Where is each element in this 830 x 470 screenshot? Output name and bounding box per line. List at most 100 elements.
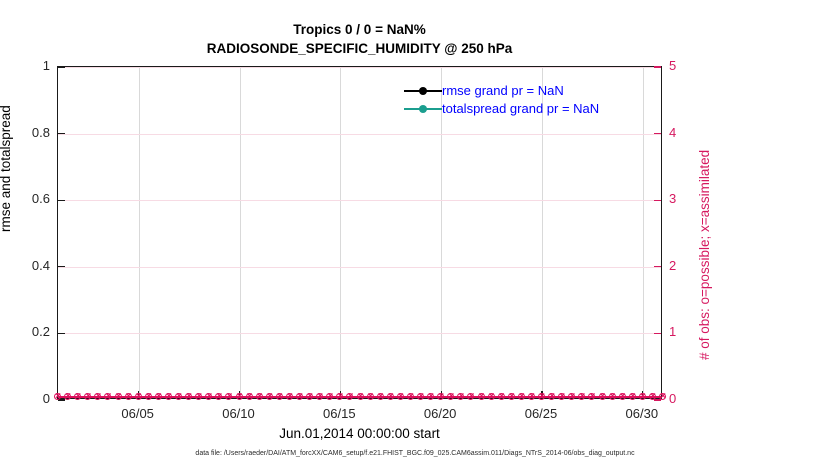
obs-possible-marker <box>326 393 334 401</box>
y-axis-left-tick-label: 0.6 <box>31 191 50 207</box>
obs-assimilated-marker: × <box>205 391 213 401</box>
cross-icon: × <box>589 390 596 402</box>
x-axis-tick-label: 06/05 <box>121 406 154 421</box>
obs-assimilated-marker: × <box>619 390 627 402</box>
obs-possible-marker <box>275 393 284 401</box>
cross-icon: × <box>357 390 364 402</box>
cross-icon: × <box>478 390 485 402</box>
obs-possible-marker <box>74 393 82 401</box>
cross-icon: × <box>196 390 203 402</box>
horizontal-gridline <box>58 333 661 335</box>
cross-icon: × <box>528 390 535 402</box>
circle-icon <box>457 393 465 400</box>
circle-icon <box>104 393 112 400</box>
cross-icon: × <box>629 390 636 402</box>
obs-assimilated-marker: × <box>387 390 395 402</box>
cross-icon: × <box>95 390 102 402</box>
circle-icon <box>417 393 424 400</box>
cross-icon: × <box>226 390 233 402</box>
legend-entry[interactable]: rmse grand pr = NaN <box>404 82 654 100</box>
obs-assimilated-marker: × <box>125 390 133 402</box>
obs-possible-marker <box>527 393 536 401</box>
obs-possible-marker <box>638 393 647 401</box>
circle-icon <box>175 393 182 400</box>
obs-assimilated-marker: × <box>518 391 526 401</box>
cross-icon: × <box>458 390 465 402</box>
circle-icon <box>366 393 374 400</box>
circle-icon <box>144 393 152 400</box>
obs-assimilated-marker: × <box>84 390 92 402</box>
cross-icon: × <box>549 390 556 402</box>
circle-icon <box>608 393 616 400</box>
chart-subtitle: Tropics 0 / 0 = NaN% <box>293 22 426 37</box>
cross-icon: × <box>488 390 495 402</box>
circle-icon <box>225 393 233 400</box>
chart-title: RADIOSONDE_SPECIFIC_HUMIDITY @ 250 hPa <box>206 41 513 56</box>
obs-assimilated-marker: × <box>397 391 405 401</box>
circle-icon <box>94 393 102 400</box>
obs-assimilated-marker: × <box>296 390 304 402</box>
obs-assimilated-marker: × <box>367 390 375 402</box>
circle-icon <box>154 393 162 400</box>
circle-icon <box>437 393 445 400</box>
cross-icon: × <box>85 390 92 402</box>
circle-icon <box>477 393 485 400</box>
x-axis-title: Jun.01,2014 00:00:00 start <box>279 426 440 441</box>
obs-possible-marker <box>366 393 375 401</box>
y-axis-left-tick-label: 0.2 <box>31 324 50 340</box>
vertical-gridline <box>441 67 443 398</box>
footer-data-file-path: data file: /Users/raeder/DAI/ATM_forcXX/… <box>195 450 635 457</box>
obs-possible-marker <box>164 393 173 401</box>
cross-icon: × <box>297 390 303 402</box>
obs-assimilated-marker: × <box>437 391 445 401</box>
cross-icon: × <box>387 390 394 402</box>
obs-assimilated-marker: × <box>528 390 536 402</box>
obs-assimilated-marker: × <box>599 391 607 401</box>
cross-icon: × <box>579 390 586 402</box>
obs-possible-marker <box>386 393 395 401</box>
obs-assimilated-marker: × <box>488 390 496 402</box>
obs-assimilated-marker: × <box>346 391 354 401</box>
cross-icon: × <box>569 390 576 402</box>
obs-assimilated-marker: × <box>276 391 284 401</box>
obs-possible-marker <box>54 393 62 401</box>
cross-icon: × <box>367 390 374 402</box>
cross-icon: × <box>327 390 334 402</box>
obs-possible-marker <box>628 393 637 401</box>
cross-icon: × <box>377 390 384 402</box>
circle-icon <box>265 393 273 400</box>
cross-icon: × <box>125 390 132 402</box>
obs-assimilated-marker: × <box>215 391 223 401</box>
y-axis-right-tick <box>654 66 661 68</box>
obs-possible-marker <box>205 393 213 401</box>
cross-icon: × <box>619 390 626 402</box>
obs-assimilated-marker: × <box>609 391 617 401</box>
legend-dot-icon <box>419 87 427 96</box>
obs-possible-marker <box>467 393 475 401</box>
obs-possible-marker <box>215 393 223 401</box>
obs-assimilated-marker: × <box>94 390 102 402</box>
obs-possible-marker <box>346 393 354 401</box>
circle-icon <box>306 393 314 400</box>
obs-assimilated-marker: × <box>417 391 425 401</box>
obs-assimilated-marker: × <box>306 391 314 401</box>
obs-possible-marker <box>648 393 657 401</box>
obs-assimilated-marker: × <box>357 390 365 402</box>
y-axis-left-tick <box>58 199 65 201</box>
obs-assimilated-marker: × <box>467 391 475 401</box>
obs-assimilated-marker: × <box>457 390 465 402</box>
circle-icon <box>628 393 636 400</box>
legend-marker-icon <box>404 102 442 116</box>
obs-possible-marker <box>225 393 233 401</box>
legend-label: rmse grand pr = NaN <box>442 83 564 98</box>
obs-assimilated-marker: × <box>286 391 294 401</box>
y-axis-left-tick <box>58 399 65 401</box>
circle-icon <box>396 393 404 400</box>
circle-icon <box>447 393 455 400</box>
y-axis-right-tick <box>654 399 661 401</box>
circle-icon <box>507 393 515 400</box>
legend-entry[interactable]: totalspread grand pr = NaN <box>404 100 654 118</box>
obs-possible-marker <box>548 393 556 401</box>
obs-possible-marker <box>568 393 576 401</box>
